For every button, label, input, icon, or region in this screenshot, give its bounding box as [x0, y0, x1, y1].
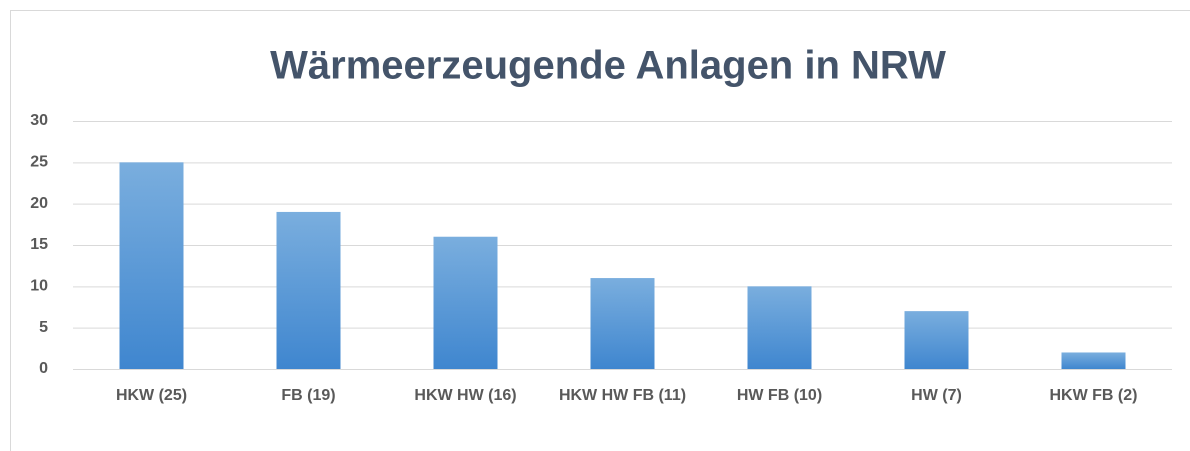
x-tick-label-box: HKW FB (2)	[1049, 387, 1138, 404]
x-tick-label-box: HW (7)	[911, 387, 962, 404]
x-tick-label: HKW HW FB (11)	[558, 387, 687, 404]
bar	[747, 286, 812, 369]
x-tick-label: HKW (25)	[115, 387, 188, 404]
y-tick-label: 10	[30, 278, 48, 295]
y-tick-label: 25	[30, 154, 48, 171]
x-tick-label: HW (7)	[911, 387, 962, 404]
chart-title: Wärmeerzeugende Anlagen in NRW	[270, 44, 946, 88]
y-tick-label: 15	[30, 236, 48, 253]
y-tick-label: 30	[30, 112, 48, 129]
x-tick-label-box: HW FB (10)	[736, 387, 823, 404]
bar	[904, 311, 969, 369]
y-tick-label: 20	[30, 195, 48, 212]
x-tick-label: HKW FB (2)	[1049, 387, 1138, 404]
x-tick-label-box: FB (19)	[281, 387, 336, 404]
y-tick-label: 5	[39, 319, 48, 336]
x-tick-label-box: HKW HW (16)	[414, 387, 517, 404]
bar	[590, 278, 655, 369]
x-tick-label: FB (19)	[281, 387, 336, 404]
bar	[433, 236, 498, 369]
bar	[1061, 352, 1126, 369]
x-tick-label-box: HKW HW FB (11)	[558, 387, 687, 404]
x-tick-label: HW FB (10)	[736, 387, 823, 404]
chart-border	[10, 10, 1190, 451]
bar	[119, 162, 184, 369]
x-tick-label-box: HKW (25)	[115, 387, 188, 404]
y-tick-label: 0	[39, 360, 48, 377]
x-tick-label: HKW HW (16)	[414, 387, 517, 404]
bar	[276, 211, 341, 369]
